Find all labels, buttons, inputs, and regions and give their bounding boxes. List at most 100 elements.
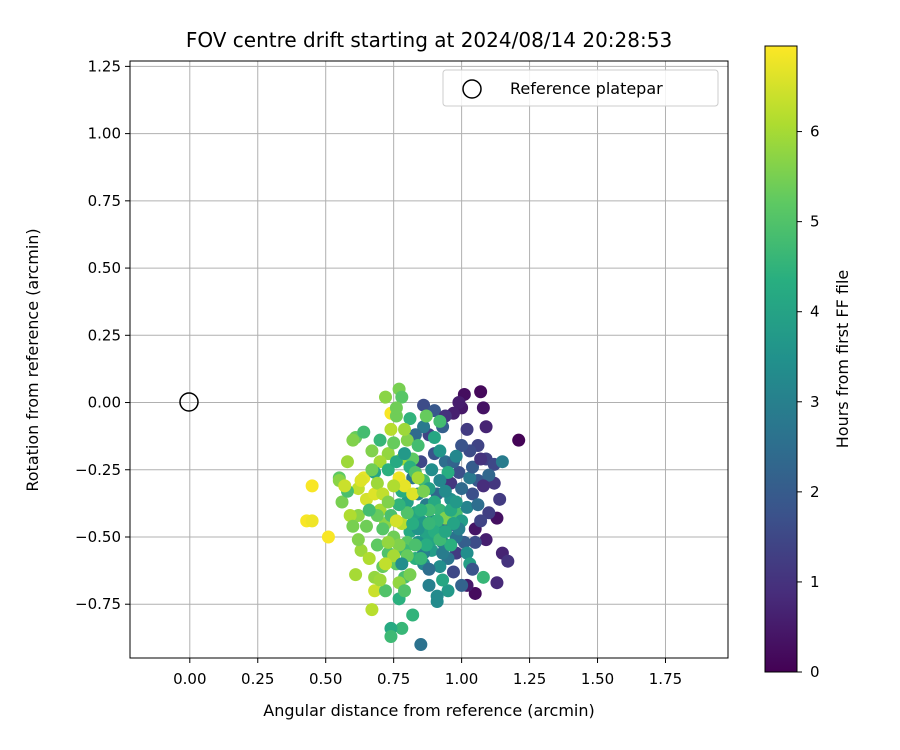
x-tick-label: 0.25 [241,670,274,688]
data-point [444,538,458,552]
data-point [430,589,444,603]
data-point [460,546,474,560]
data-point [400,433,414,447]
data-point [387,479,401,493]
data-point [392,538,406,552]
y-tick-label: −0.50 [75,528,121,546]
colorbar-tick-label: 6 [810,123,820,141]
data-point [403,568,417,582]
data-point [379,390,393,404]
data-point [370,476,384,490]
data-point [465,487,479,501]
colorbar-tick-label: 3 [810,393,820,411]
legend-box [442,69,719,107]
data-point [474,385,488,399]
data-point [422,517,436,531]
y-axis-ticks: −0.75 −0.50 −0.25 0.00 0.25 0.50 0.75 1.00 1.25 [75,57,130,613]
data-point [433,560,447,574]
x-tick-label: 0.50 [309,670,342,688]
data-point [460,422,474,436]
data-point [395,557,409,571]
data-point [384,422,398,436]
data-point [365,603,379,617]
data-point [425,463,439,477]
data-point [381,463,395,477]
data-point [452,396,466,410]
colorbar-tick-label: 0 [810,663,820,681]
data-point [365,444,379,458]
data-point [414,552,428,565]
x-tick-label: 1.75 [649,670,682,688]
data-point [384,629,398,643]
data-point [436,573,450,587]
colorbar-title: Hours from first FF file [833,270,852,449]
data-point [419,409,433,423]
data-point [406,487,420,501]
data-point [395,621,409,635]
y-tick-label: 0.75 [88,192,121,210]
legend-label: Reference platepar [510,79,663,98]
y-tick-label: −0.75 [75,595,121,613]
data-point [495,455,509,469]
x-tick-label: 0.00 [173,670,206,688]
data-point [482,468,496,482]
data-point [455,578,469,592]
data-point [381,535,395,549]
data-point [395,390,409,404]
data-point [343,508,357,522]
data-point [346,519,360,533]
data-point [436,546,450,560]
data-point [460,500,474,514]
data-point [474,514,488,528]
data-point [446,517,460,531]
data-point [427,430,441,444]
data-point [414,503,428,517]
data-point [354,543,368,557]
data-point [359,519,373,533]
data-point [392,498,406,512]
y-tick-label: −0.25 [75,461,121,479]
data-point [438,484,452,498]
data-point [346,433,360,447]
x-axis-title: Angular distance from reference (arcmin) [263,701,594,720]
data-point [354,474,368,488]
data-point [449,495,463,509]
data-point [479,420,493,434]
data-point [365,463,379,477]
data-point [449,449,463,463]
data-point [417,398,431,412]
data-point [501,554,515,568]
y-tick-label: 1.00 [88,125,121,143]
colorbar-tick-label: 5 [810,213,820,231]
data-point [512,433,526,447]
data-point [476,401,490,415]
data-point [389,401,403,415]
data-point [406,517,420,531]
data-point [379,584,393,598]
data-point [373,455,387,469]
x-tick-label: 1.50 [581,670,614,688]
data-point [414,638,428,652]
x-tick-label: 0.75 [377,670,410,688]
data-point [482,506,496,520]
data-point [340,455,354,469]
reference-platepar-marker [179,392,199,412]
data-point [465,562,479,576]
data-point [446,565,460,579]
colorbar-ticks: 0 1 2 3 4 5 6 [797,123,820,681]
data-point [305,479,319,493]
y-tick-label: 0.00 [88,394,121,412]
plot-frame [129,60,729,659]
data-point [387,436,401,450]
data-point [400,506,414,520]
data-point [468,535,482,549]
grid-lines [130,61,728,658]
data-point [433,474,447,488]
data-point [476,570,490,584]
data-point [463,471,477,485]
data-point [408,538,422,552]
data-point [305,514,319,528]
data-point [471,498,485,512]
data-point [376,522,390,536]
